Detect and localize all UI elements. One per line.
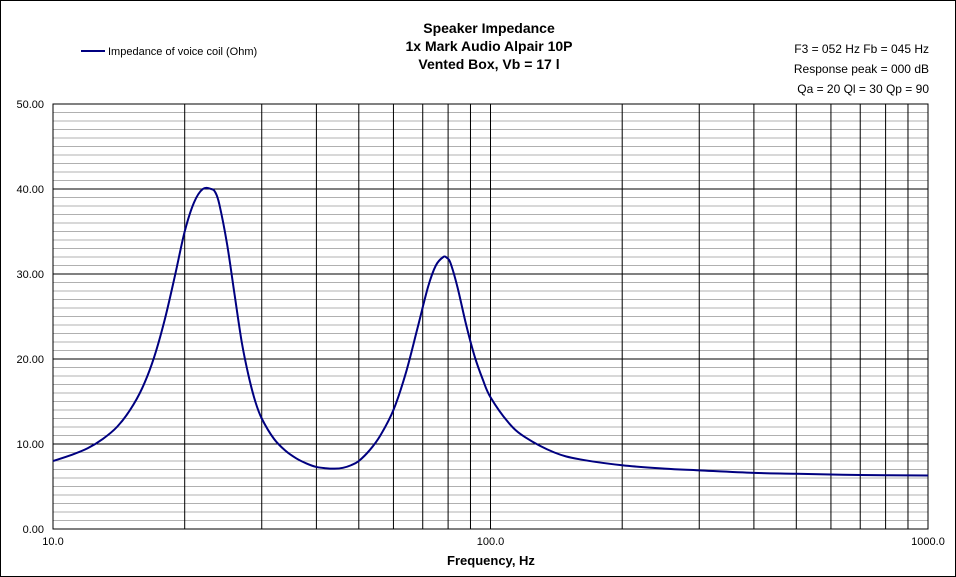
chart-title: Speaker Impedance 1x Mark Audio Alpair 1… bbox=[405, 20, 572, 72]
y-tick-label: 30.00 bbox=[16, 269, 44, 281]
info-line-q-values: Qa = 20 Ql = 30 Qp = 90 bbox=[797, 82, 929, 96]
title-line-2: 1x Mark Audio Alpair 10P bbox=[405, 38, 572, 54]
y-tick-label: 10.00 bbox=[16, 439, 44, 451]
plot-border bbox=[52, 103, 929, 530]
x-tick-label: 1000.0 bbox=[911, 536, 945, 548]
legend-entry: Impedance of voice coil (Ohm) bbox=[108, 46, 257, 58]
major-gridlines bbox=[53, 104, 928, 529]
x-tick-label: 100.0 bbox=[477, 536, 505, 548]
info-line-response-peak: Response peak = 000 dB bbox=[794, 62, 929, 76]
y-tick-label: 0.00 bbox=[23, 524, 44, 536]
series-layer bbox=[52, 186, 929, 477]
impedance-series-line bbox=[52, 186, 929, 477]
y-tick-label: 20.00 bbox=[16, 354, 44, 366]
x-tick-label: 10.0 bbox=[42, 536, 63, 548]
x-axis-label: Frequency, Hz bbox=[447, 553, 535, 568]
y-tick-labels: 0.00 10.00 20.00 30.00 40.00 50.00 bbox=[16, 99, 44, 536]
title-line-1: Speaker Impedance bbox=[423, 20, 555, 36]
box-parameters: F3 = 052 Hz Fb = 045 Hz Response peak = … bbox=[794, 42, 929, 96]
y-tick-label: 40.00 bbox=[16, 184, 44, 196]
title-line-3: Vented Box, Vb = 17 l bbox=[418, 56, 559, 72]
info-line-f3-fb: F3 = 052 Hz Fb = 045 Hz bbox=[794, 42, 929, 56]
x-tick-labels: 10.0 100.0 1000.0 bbox=[42, 536, 945, 548]
legend: Impedance of voice coil (Ohm) bbox=[81, 46, 257, 58]
y-tick-label: 50.00 bbox=[16, 99, 44, 111]
